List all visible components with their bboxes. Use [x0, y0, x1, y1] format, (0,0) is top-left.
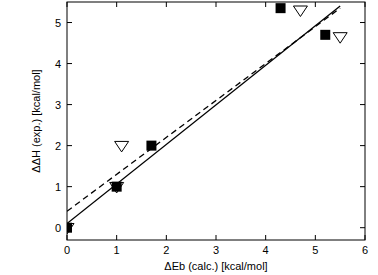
y-tick-right: [360, 22, 365, 23]
y-tick: [67, 104, 72, 105]
y-tick-label: 2: [55, 140, 61, 152]
x-tick-top: [315, 2, 316, 7]
x-tick-top: [67, 2, 68, 7]
x-tick-label: 5: [312, 244, 318, 256]
x-tick: [365, 235, 366, 240]
y-tick-right: [360, 145, 365, 146]
y-tick-right: [360, 63, 365, 64]
x-tick: [166, 235, 167, 240]
x-tick-top: [216, 2, 217, 7]
square-point: [276, 3, 286, 13]
triangle-point: [67, 223, 74, 234]
y-axis-label: ΔΔH (exp.) [kcal/mol]: [30, 69, 42, 172]
y-tick-label: 3: [55, 99, 61, 111]
y-tick-label: 0: [55, 222, 61, 234]
x-tick-label: 0: [64, 244, 70, 256]
y-tick: [67, 22, 72, 23]
x-tick: [265, 235, 266, 240]
x-tick-top: [265, 2, 266, 7]
y-tick-right: [360, 104, 365, 105]
y-tick-right: [360, 186, 365, 187]
x-tick: [67, 235, 68, 240]
x-tick: [216, 235, 217, 240]
triangle-point: [333, 33, 347, 44]
triangle-point: [293, 6, 307, 17]
x-tick-top: [365, 2, 366, 7]
square-point: [320, 30, 330, 40]
fit-line: [67, 6, 340, 223]
y-tick-right: [360, 227, 365, 228]
x-tick: [315, 235, 316, 240]
x-tick-top: [116, 2, 117, 7]
y-tick-label: 4: [55, 58, 61, 70]
x-tick: [116, 235, 117, 240]
plot-frame: [67, 2, 365, 240]
x-tick-top: [166, 2, 167, 7]
triangle-point: [115, 141, 129, 152]
x-tick-label: 4: [263, 244, 269, 256]
chart: 0 1 2 3 4 5 6 0 1 2 3 4 5 ΔEb (calc.) [kcal/mol] ΔΔH (…: [0, 0, 378, 275]
x-tick-label: 1: [114, 244, 120, 256]
x-tick-label: 2: [163, 244, 169, 256]
x-axis-label: ΔEb (calc.) [kcal/mol]: [164, 260, 267, 272]
y-tick: [67, 63, 72, 64]
x-tick-label: 3: [213, 244, 219, 256]
y-tick: [67, 186, 72, 187]
fit-line: [67, 8, 340, 211]
y-tick-label: 5: [55, 17, 61, 29]
x-tick-label: 6: [362, 244, 368, 256]
y-tick: [67, 145, 72, 146]
plot-area: [67, 3, 347, 234]
y-tick-label: 1: [55, 181, 61, 193]
